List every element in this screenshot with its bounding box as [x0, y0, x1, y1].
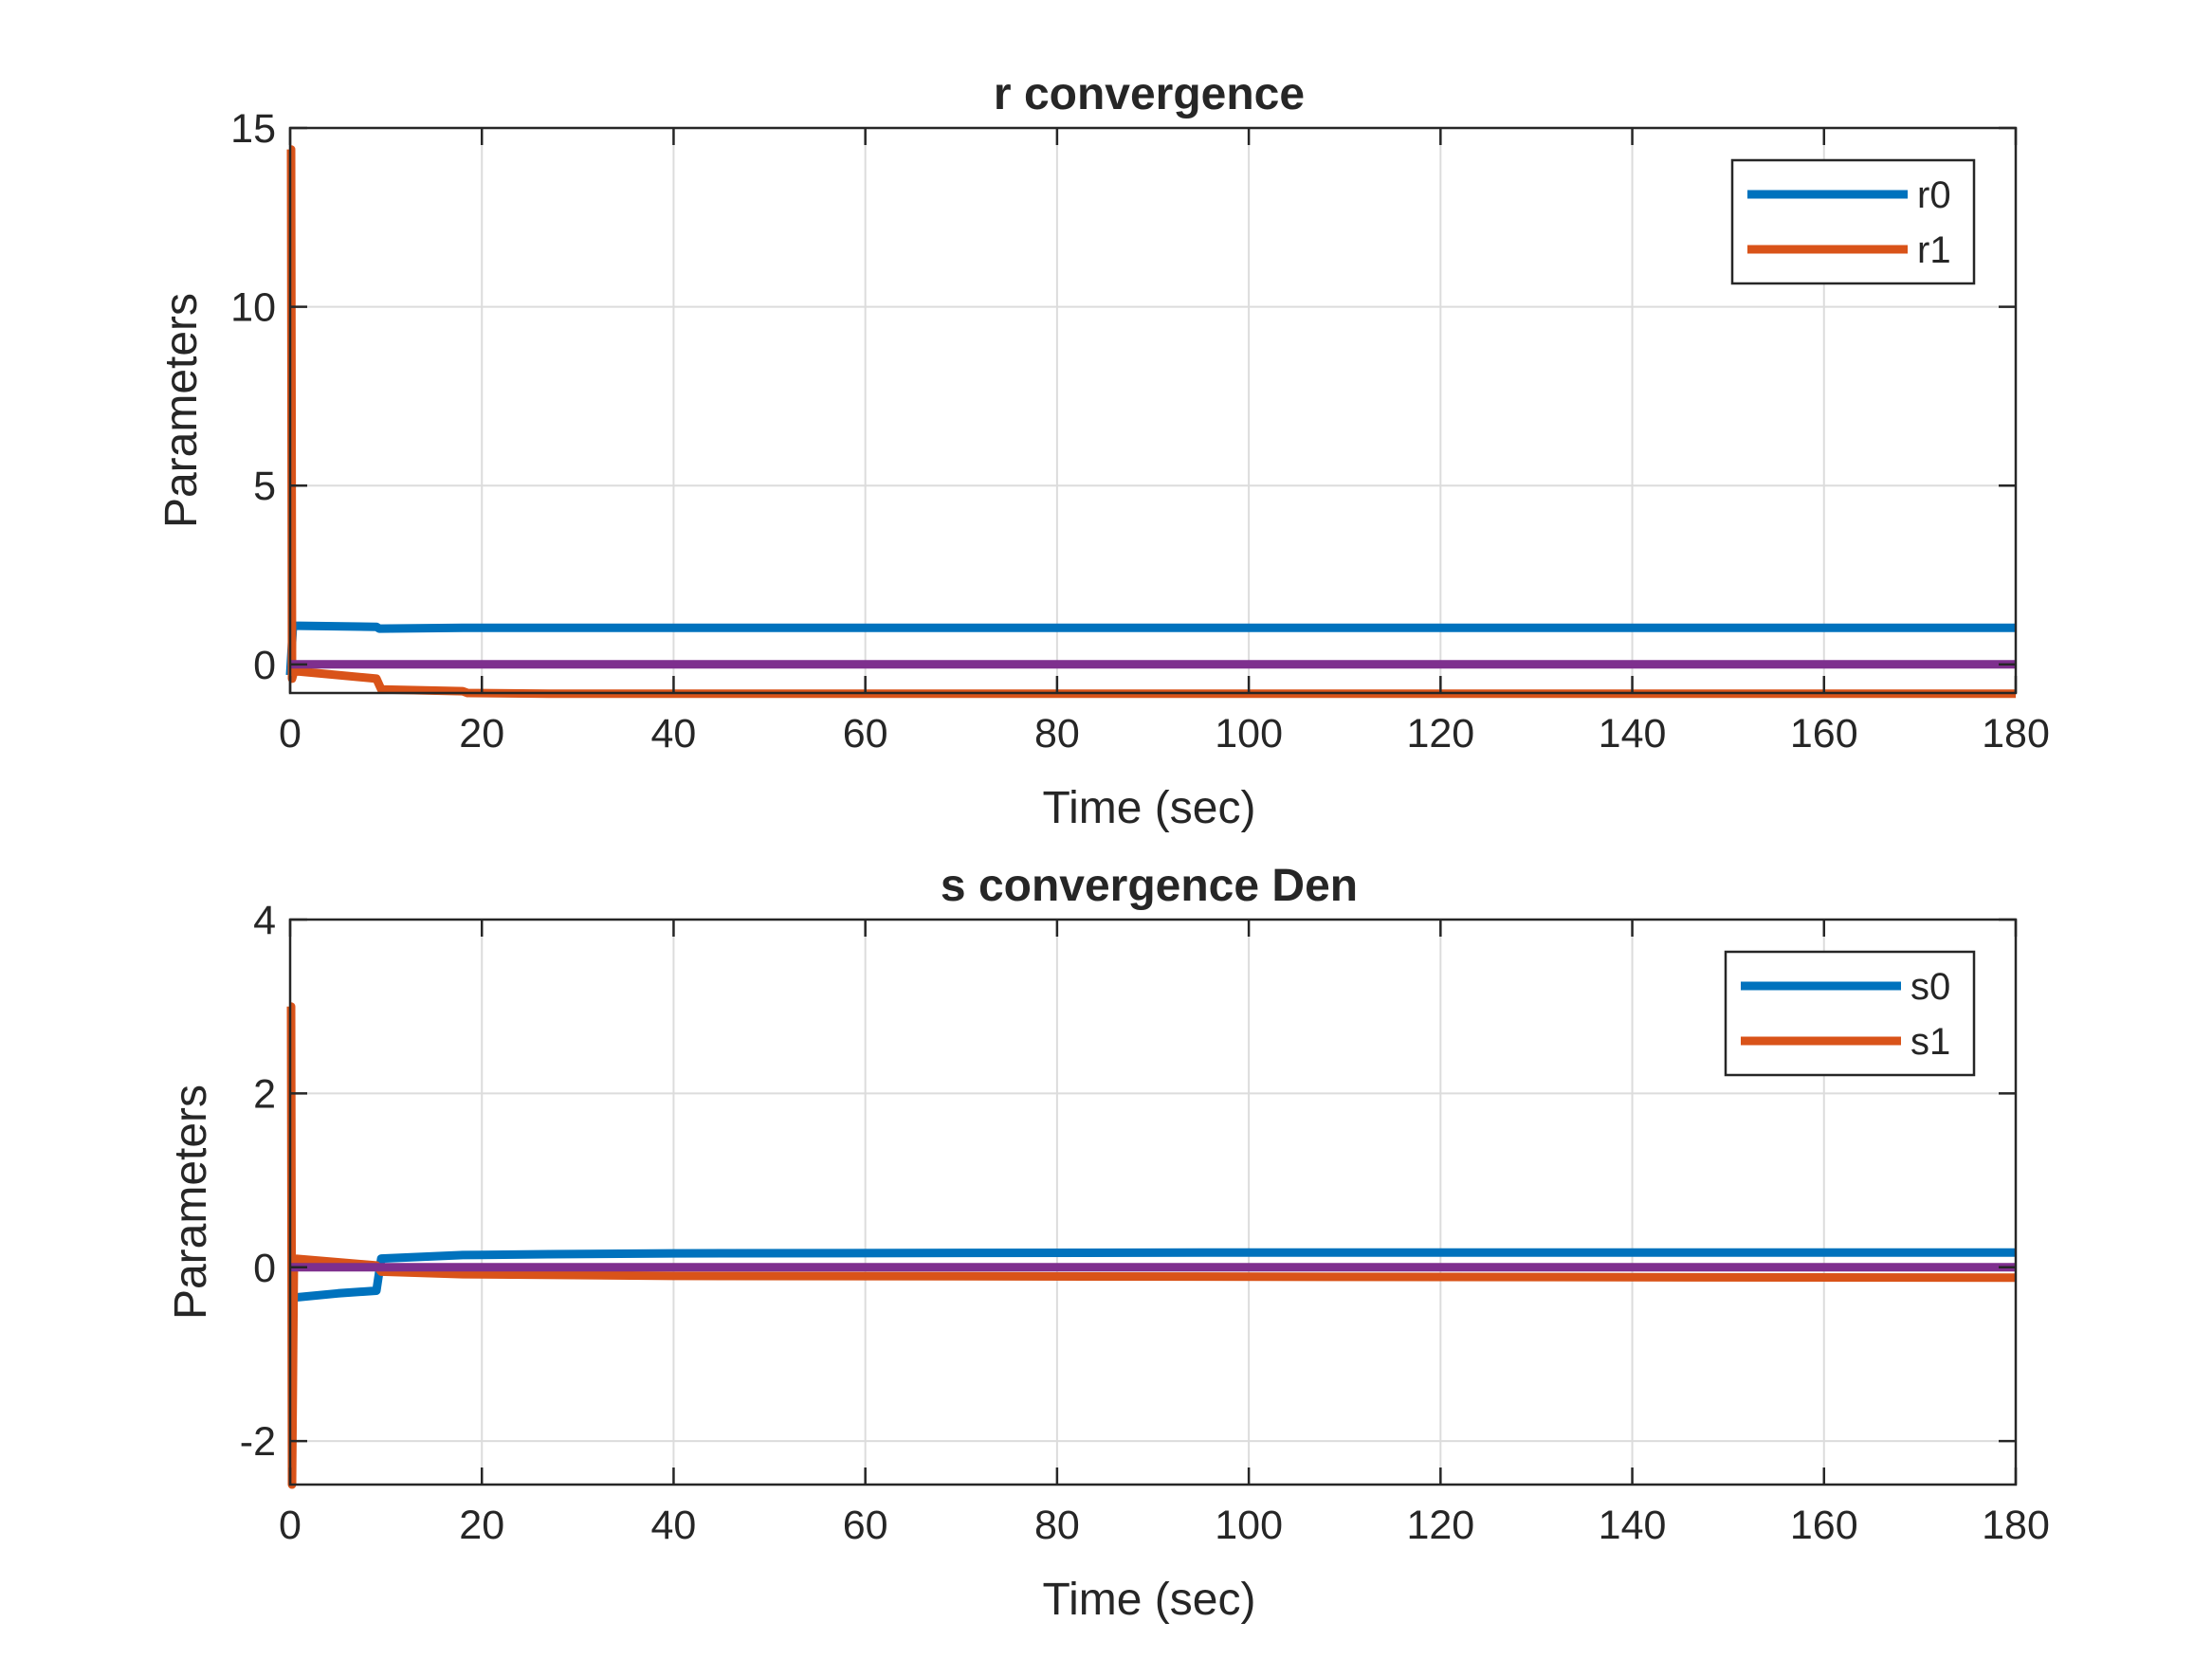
x-tick-label: 20 — [459, 711, 504, 757]
y-tick-label: 2 — [253, 1071, 276, 1117]
legend-box-r — [1730, 158, 1976, 285]
x-tick-label: 160 — [1790, 1503, 1858, 1548]
plot-area-s — [286, 1002, 2017, 1489]
y-tick-label: 0 — [253, 1246, 276, 1291]
x-tick-label: 80 — [1034, 1503, 1080, 1548]
x-tick-label: 80 — [1034, 711, 1080, 757]
tick-marks-r — [288, 126, 2018, 693]
y-axis-label-r: Parameters — [156, 293, 207, 528]
y-tick-label: 5 — [253, 464, 276, 509]
x-tick-label: 120 — [1406, 711, 1474, 757]
axes-box-s — [288, 918, 2018, 1486]
legend-s: s0 s1 — [1724, 950, 1976, 1077]
legend-r: r0 r1 — [1730, 158, 1976, 285]
x-tick-label: 0 — [279, 1503, 302, 1548]
x-tick-label: 100 — [1215, 1503, 1283, 1548]
x-tick-label: 140 — [1599, 1503, 1667, 1548]
y-tick-label: 10 — [230, 285, 276, 331]
legend-label-s1: s1 — [1910, 1021, 1950, 1063]
x-tick-label: 180 — [1982, 711, 2050, 757]
x-tick-label: 100 — [1215, 711, 1283, 757]
x-tick-label: 60 — [843, 711, 888, 757]
x-tick-label: 0 — [279, 711, 302, 757]
x-tick-label: 140 — [1599, 711, 1667, 757]
chart-title-r: r convergence — [994, 69, 1305, 119]
x-tick-label: 20 — [459, 1503, 504, 1548]
y-tick-label: 4 — [253, 898, 276, 943]
y-tick-label: -2 — [240, 1419, 276, 1465]
subplot-s-convergence: s convergence Den 0 20 40 60 80 100 120 140 160 1… — [166, 861, 2050, 1625]
x-tick-label: 180 — [1982, 1503, 2050, 1548]
tick-marks-s — [288, 918, 2018, 1485]
y-tick-label: 15 — [230, 106, 276, 152]
axes-box-r — [288, 126, 2018, 695]
x-tick-label: 120 — [1406, 1503, 1474, 1548]
x-tick-label: 40 — [651, 711, 697, 757]
series-line-s1 — [286, 1002, 2017, 1489]
series-line-s0 — [288, 1248, 2016, 1303]
y-axis-label-s: Parameters — [166, 1085, 216, 1320]
x-tick-label: 160 — [1790, 711, 1858, 757]
y-tick-label: 0 — [253, 643, 276, 688]
legend-label-r0: r0 — [1917, 174, 1951, 216]
chart-title-s: s convergence Den — [941, 861, 1358, 911]
legend-box-s — [1724, 950, 1976, 1077]
tick-labels-r: 0 20 40 60 80 100 120 140 160 180 0 5 10 15 — [230, 106, 2050, 757]
x-tick-label: 60 — [843, 1503, 888, 1548]
subplot-r-convergence: r convergence 0 20 40 60 80 100 120 140 160 180 0 5… — [156, 69, 2050, 833]
legend-label-r1: r1 — [1917, 229, 1951, 271]
x-axis-label-r: Time (sec) — [1043, 783, 1256, 833]
x-tick-label: 40 — [651, 1503, 697, 1548]
x-axis-label-s: Time (sec) — [1043, 1575, 1256, 1625]
legend-label-s0: s0 — [1910, 966, 1950, 1008]
